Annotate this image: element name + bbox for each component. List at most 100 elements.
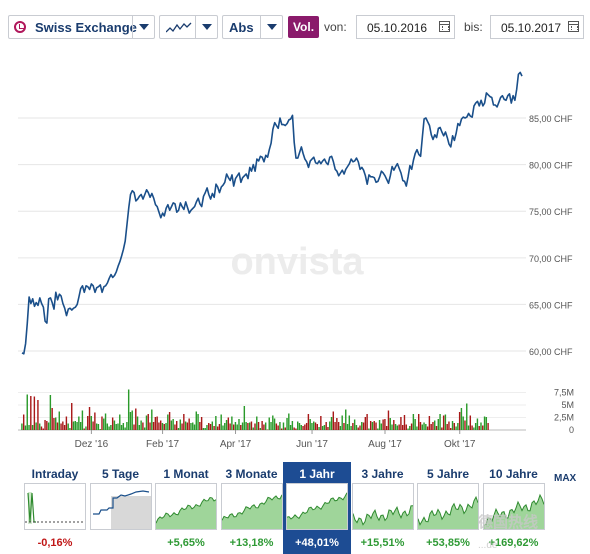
volume-bar: [170, 420, 173, 430]
volume-bar: [359, 425, 361, 430]
volume-bar: [417, 414, 420, 430]
volume-bar: [277, 425, 279, 430]
volume-bar: [405, 424, 407, 430]
period-thumbnail: [220, 483, 283, 530]
price-tick-label: 70,00 CHF: [529, 254, 573, 264]
volume-bar: [209, 424, 212, 430]
exchange-select[interactable]: Swiss Exchange: [8, 15, 155, 39]
volume-bar: [229, 423, 231, 430]
volume-bar: [115, 424, 117, 430]
volume-bar: [421, 424, 423, 430]
volume-bar: [485, 417, 488, 430]
volume-bar: [145, 415, 148, 430]
volume-bar: [238, 419, 240, 430]
volume-bar: [216, 426, 219, 430]
volume-bar: [120, 425, 123, 430]
mini-chart: [483, 493, 544, 529]
volume-bar: [352, 423, 354, 430]
volume-bar: [304, 424, 306, 430]
mini-area: [28, 492, 32, 524]
from-date-field[interactable]: 05.10.2016: [356, 15, 455, 39]
volume-bar: [394, 424, 397, 430]
volume-bar: [286, 418, 288, 430]
volume-bar: [441, 427, 443, 430]
volume-bar: [384, 419, 386, 430]
mini-chart: [352, 505, 413, 529]
volume-toggle-button[interactable]: Vol.: [288, 16, 319, 38]
volume-bar: [241, 422, 244, 430]
volume-bar: [353, 419, 356, 430]
period-change: +5,65%: [167, 537, 205, 549]
volume-bar: [26, 394, 28, 430]
volume-bar: [140, 420, 142, 430]
volume-bar: [103, 418, 105, 430]
period-label: 5 Jahre: [426, 467, 470, 481]
volume-bar: [311, 423, 313, 430]
chevron-down-icon[interactable]: [260, 16, 282, 38]
mini-chart: [417, 495, 479, 529]
volume-bar: [428, 416, 431, 430]
mini-area: [418, 497, 478, 529]
volume-bar: [21, 423, 23, 430]
volume-bar: [78, 416, 80, 430]
volume-tick-label: 7,5M: [554, 388, 574, 398]
period-thumbnail: [482, 483, 545, 530]
volume-bar: [414, 419, 416, 430]
volume-bar: [264, 422, 267, 430]
volume-bar: [268, 417, 270, 430]
volume-bar: [133, 424, 135, 430]
volume-bar: [71, 403, 73, 430]
period-change: +53,85%: [426, 537, 470, 549]
volume-bar: [51, 408, 53, 430]
period-thumbnail: [286, 483, 348, 530]
volume-bar: [423, 422, 425, 430]
volume-bar: [72, 421, 75, 430]
volume-bar: [67, 423, 69, 430]
max-button[interactable]: MAX: [554, 472, 576, 485]
volume-bar: [345, 409, 347, 430]
calendar-icon[interactable]: [568, 21, 579, 32]
volume-bar: [88, 407, 91, 430]
price-tick-label: 85,00 CHF: [529, 114, 573, 124]
volume-bar: [53, 418, 55, 430]
volume-bar: [346, 424, 349, 430]
volume-bar: [35, 422, 37, 430]
volume-bar: [343, 423, 345, 430]
volume-bar: [147, 414, 149, 430]
volume-bar: [302, 426, 304, 430]
volume-bar: [60, 423, 62, 430]
chart-type-select[interactable]: [159, 15, 218, 39]
volume-bar: [110, 425, 112, 430]
volume-bar: [38, 423, 41, 430]
volume-bar: [135, 408, 137, 430]
volume-bar: [478, 426, 480, 430]
volume-bar: [222, 425, 224, 430]
mini-area: [156, 497, 216, 529]
price-chart[interactable]: onvista 85,00 CHF 80,00 CHF 75,00 CHF 70,00…: [0, 50, 590, 458]
volume-bar: [305, 423, 308, 430]
volume-bar: [92, 421, 94, 430]
chevron-down-icon[interactable]: [195, 16, 217, 38]
volume-bar: [364, 417, 367, 430]
volume-bar: [297, 421, 299, 430]
volume-bar: [220, 414, 222, 430]
volume-bar: [320, 416, 322, 430]
volume-bar: [416, 426, 418, 430]
volume-bar: [426, 426, 429, 430]
mini-chart: [92, 490, 151, 529]
volume-bar: [174, 424, 176, 430]
volume-bar: [55, 417, 57, 430]
from-label: von:: [324, 20, 347, 34]
max-label: MAX: [554, 473, 577, 484]
scale-select[interactable]: Abs: [222, 15, 283, 39]
chevron-down-icon[interactable]: [132, 16, 154, 38]
calendar-icon[interactable]: [439, 21, 450, 32]
to-date-field[interactable]: 05.10.2017: [490, 15, 584, 39]
volume-bar: [348, 415, 351, 430]
volume-bar: [327, 427, 329, 430]
volume-bar: [69, 428, 71, 430]
volume-bar: [385, 426, 388, 430]
volume-bar: [450, 428, 452, 430]
volume-bar: [234, 422, 237, 430]
mini-area: [110, 496, 151, 529]
